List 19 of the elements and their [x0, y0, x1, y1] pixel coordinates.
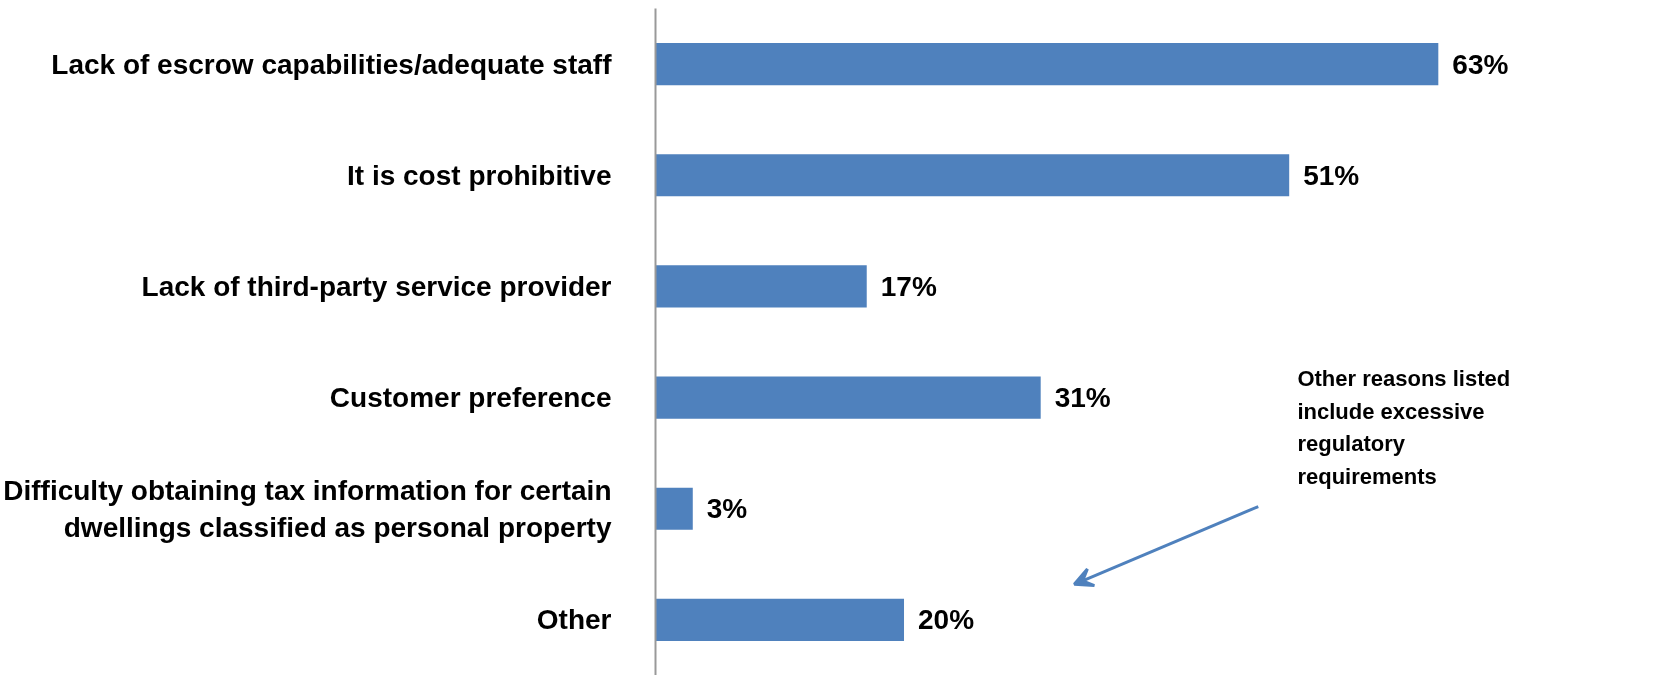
y-tick-label: Lack of third-party service provider: [141, 270, 612, 302]
y-tick-label: Other: [536, 604, 612, 636]
bar: [655, 376, 1041, 419]
y-tick-label: Customer preference: [329, 382, 612, 414]
annotation: Other reasons listed include excessive regulatory requirements: [1297, 366, 1511, 489]
data-label: 20%: [918, 604, 975, 636]
y-tick-label: Difficulty obtaining tax information for certain dwellings classified as personal property: [3, 474, 612, 543]
data-label: 3%: [706, 493, 748, 525]
data-label: 31%: [1054, 382, 1111, 414]
data-label: 63%: [1452, 48, 1509, 80]
y-tick-label: Lack of escrow capabilities/adequate staff: [51, 48, 613, 80]
bar: [655, 42, 1439, 86]
bar: [655, 487, 693, 530]
bar: [655, 154, 1290, 197]
bar: [655, 265, 867, 308]
data-label: 51%: [1303, 159, 1360, 191]
data-label: 17%: [880, 270, 937, 302]
bar: [655, 598, 905, 642]
y-tick-label: It is cost prohibitive: [347, 159, 612, 191]
